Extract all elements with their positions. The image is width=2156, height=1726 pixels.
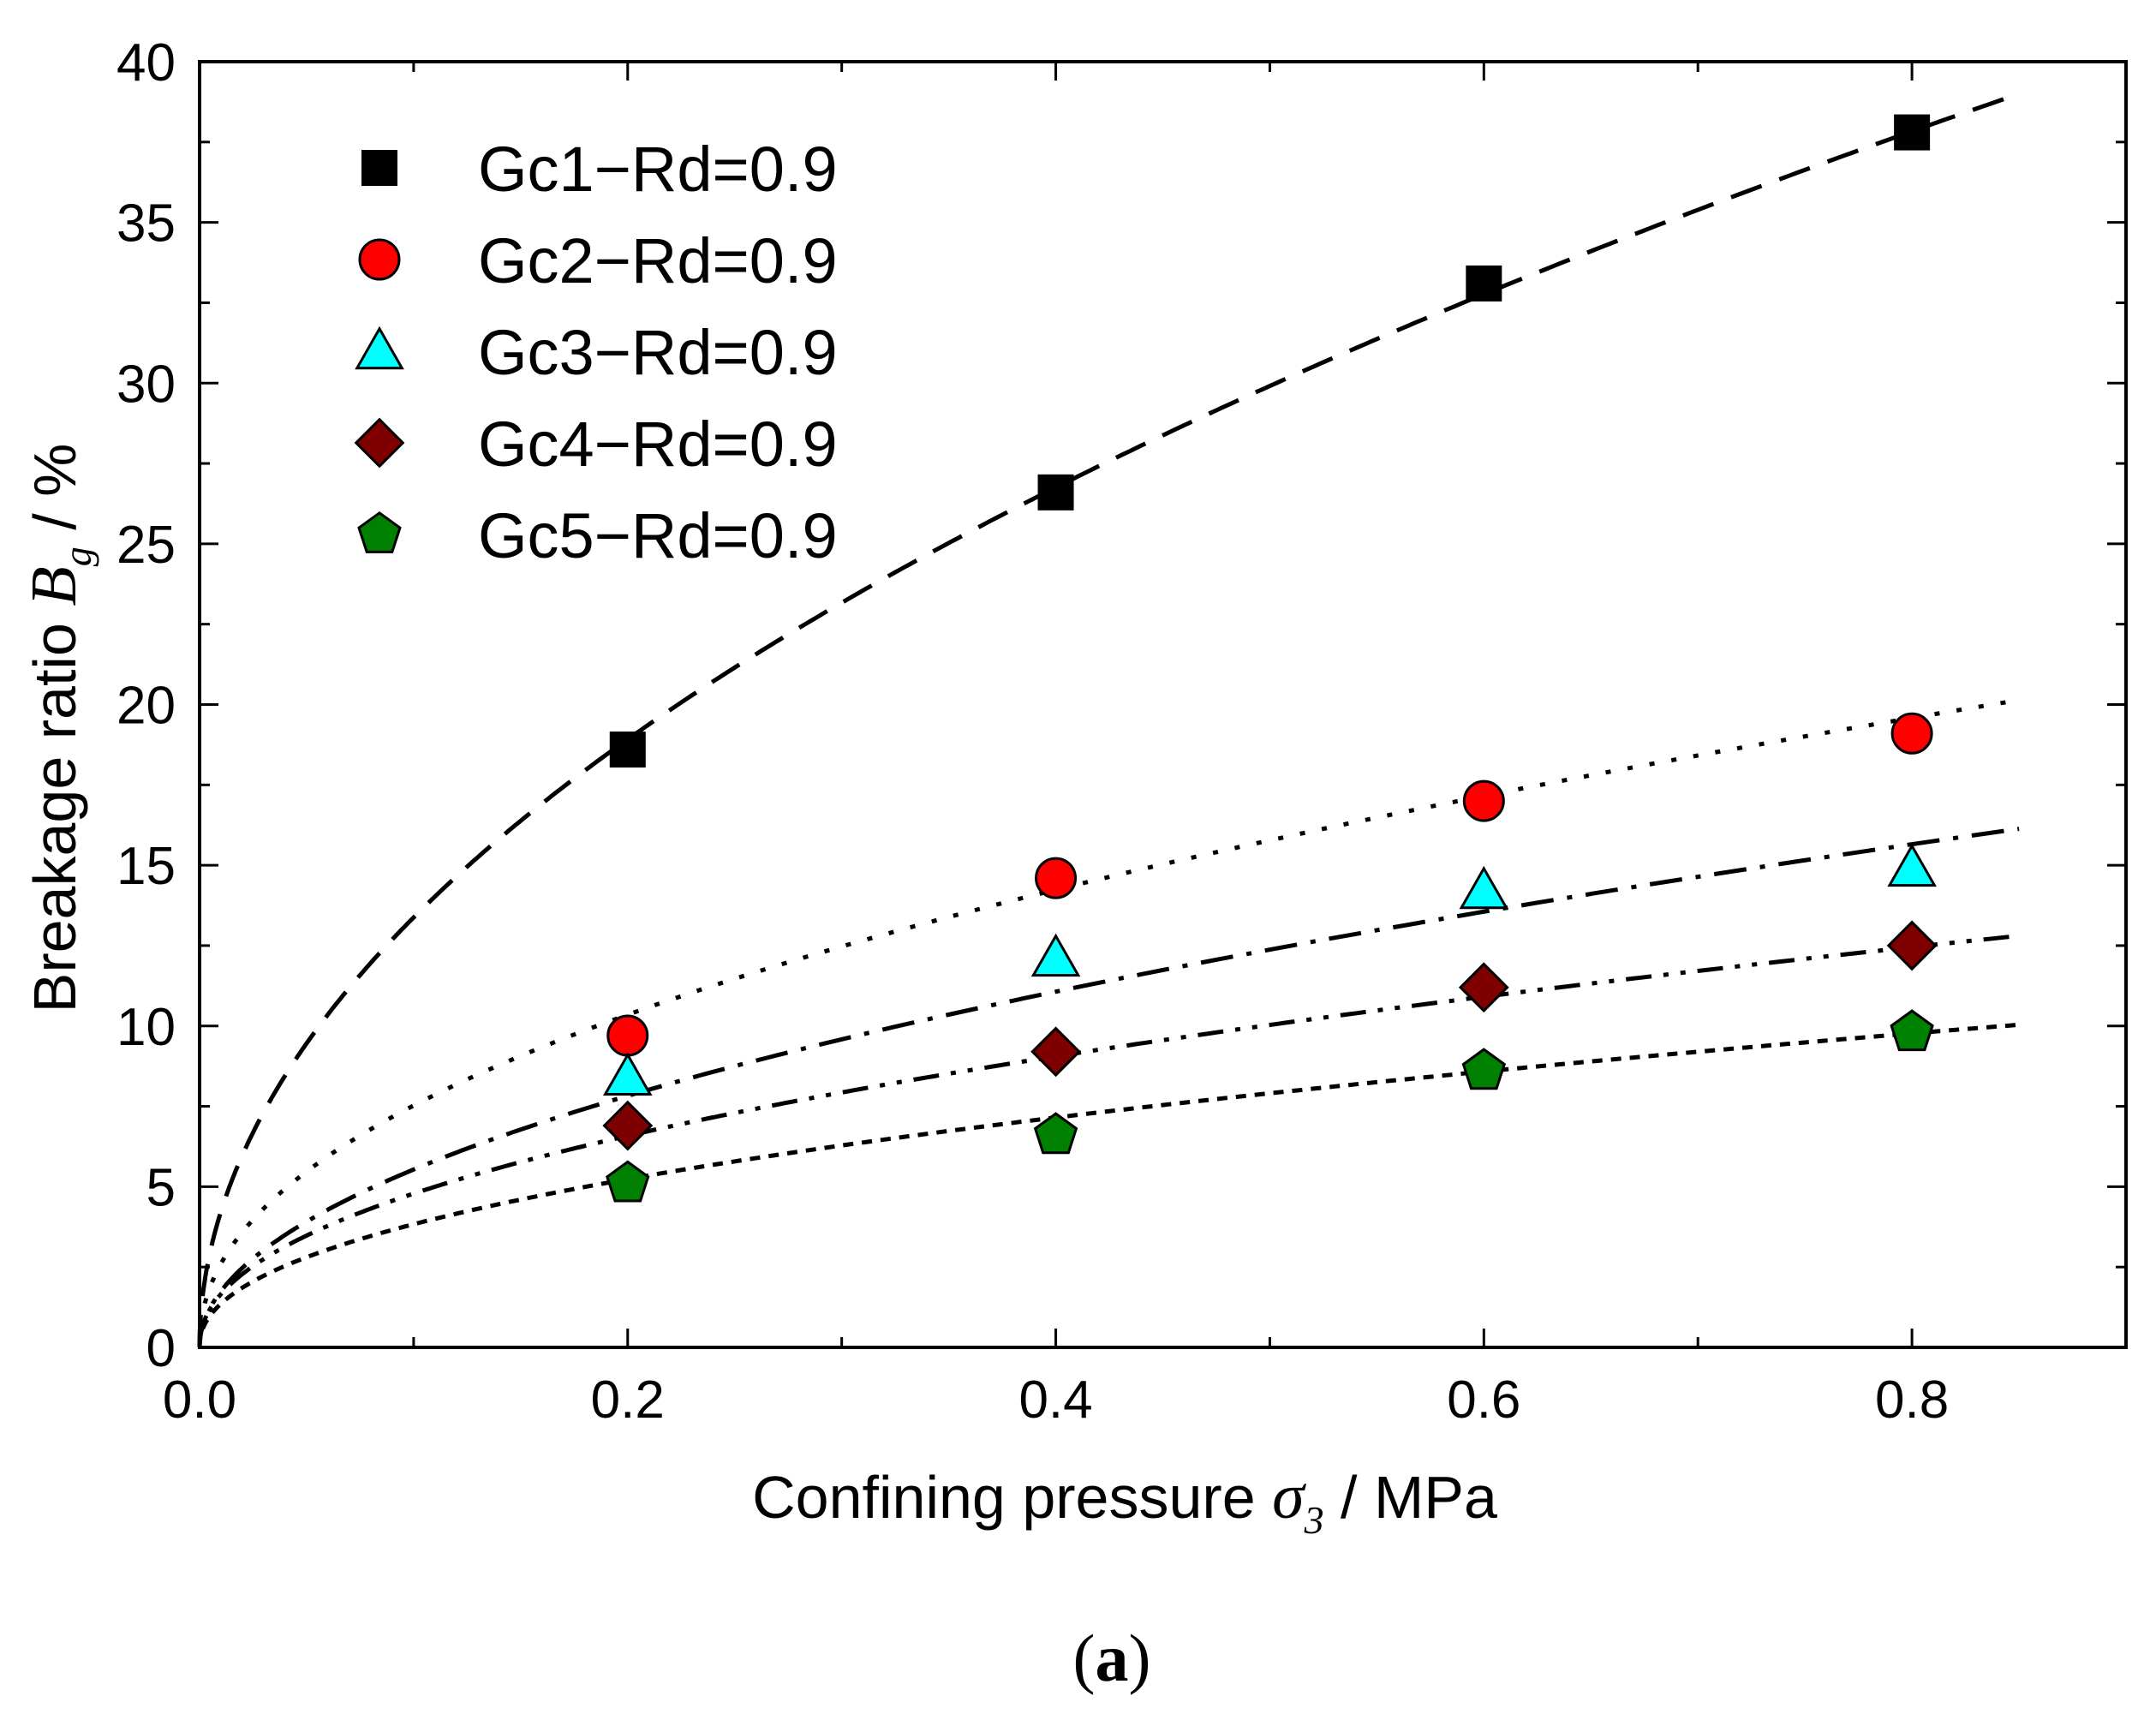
x-tick-label: 0.0 (163, 1371, 236, 1430)
y-axis-title-text: Breakage ratio (21, 606, 88, 1013)
data-point-series-5 (606, 1160, 650, 1203)
y-tick-label: 15 (116, 837, 176, 896)
legend-marker-series-1 (361, 150, 397, 186)
y-axis-title-symbol: B (18, 566, 90, 606)
fit-curve (197, 934, 2020, 1347)
legend-marker-series-3 (355, 325, 404, 370)
data-point-series-4 (1458, 962, 1509, 1013)
x-axis-title-unit: / MPa (1324, 1464, 1497, 1531)
y-tick-label: 35 (116, 194, 176, 254)
y-axis-title: Breakage ratio Bg / % (18, 444, 99, 1013)
y-tick-label: 40 (116, 33, 176, 93)
y-tick-label: 0 (146, 1319, 176, 1378)
y-tick-label: 10 (116, 998, 176, 1057)
y-tick-label: 30 (116, 355, 176, 414)
data-point-series-5 (1890, 1009, 1934, 1052)
figure-caption: (a) (1073, 1621, 1151, 1695)
legend-label-series-5: Gc5−Rd=0.9 (478, 500, 838, 571)
legend-marker-series-2 (358, 238, 401, 281)
fit-curve (197, 1022, 2020, 1347)
legend-marker-series-5 (357, 511, 402, 553)
data-point-series-2 (606, 1014, 649, 1057)
data-point-series-4 (1886, 920, 1938, 971)
x-tick-label: 0.6 (1447, 1371, 1520, 1430)
legend: Gc1−Rd=0.9 Gc2−Rd=0.9 Gc3−Rd=0.9 Gc4−Rd=0.9… (354, 134, 838, 571)
y-axis-title-subscript: g (56, 546, 99, 566)
data-point-series-2 (1035, 857, 1078, 899)
fit-lines (197, 92, 2020, 1347)
axis-ticks (198, 60, 2128, 1349)
y-tick-label: 25 (116, 516, 176, 575)
data-point-series-5 (1461, 1048, 1507, 1090)
x-axis-title-symbol: σ (1272, 1460, 1306, 1532)
data-point-series-4 (602, 1100, 654, 1151)
x-axis-title-text: Confining pressure (752, 1464, 1272, 1531)
legend-label-series-2: Gc2−Rd=0.9 (478, 225, 838, 296)
x-tick-label: 0.8 (1875, 1371, 1949, 1430)
data-points (602, 114, 1938, 1203)
legend-label-series-1: Gc1−Rd=0.9 (478, 134, 838, 205)
data-point-series-2 (1890, 712, 1933, 755)
y-tick-label: 20 (116, 677, 176, 736)
data-point-series-5 (1033, 1112, 1078, 1155)
caption-open-paren: ( (1073, 1621, 1096, 1695)
x-tick-label: 0.4 (1018, 1371, 1092, 1430)
data-point-series-2 (1462, 779, 1505, 822)
legend-label-series-3: Gc3−Rd=0.9 (478, 317, 838, 388)
fit-curve (197, 827, 2020, 1347)
data-point-series-1 (1894, 114, 1931, 151)
data-point-series-1 (1466, 265, 1502, 302)
x-axis-title-subscript: 3 (1304, 1498, 1324, 1542)
data-point-series-3 (1887, 843, 1937, 887)
caption-close-paren: ) (1129, 1621, 1151, 1695)
data-point-series-1 (1037, 474, 1074, 511)
data-point-series-3 (1030, 933, 1081, 977)
axis-tick-labels: 0.0 0.2 0.4 0.6 0.8 0 5 10 15 20 25 30 35 40 (116, 33, 1949, 1430)
fit-curve (197, 92, 2020, 1347)
legend-label-series-4: Gc4−Rd=0.9 (478, 409, 838, 480)
data-point-series-4 (1030, 1026, 1082, 1078)
fit-curve (197, 697, 2020, 1347)
y-axis-title-unit: / % (21, 444, 88, 547)
data-point-series-1 (609, 732, 646, 768)
caption-letter: a (1096, 1621, 1129, 1695)
data-point-series-3 (602, 1052, 653, 1096)
x-tick-label: 0.2 (591, 1371, 665, 1430)
legend-marker-series-4 (354, 417, 405, 469)
y-tick-label: 5 (146, 1158, 176, 1217)
data-point-series-3 (1459, 865, 1509, 910)
x-axis-title: Confining pressure σ3 / MPa (752, 1460, 1497, 1542)
